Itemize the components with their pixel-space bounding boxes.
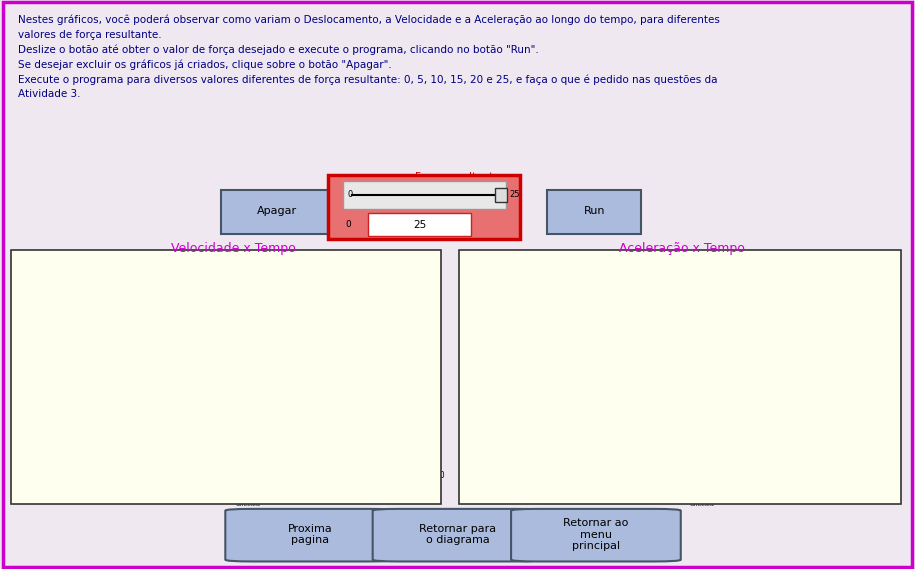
X-axis label: Time
Untitled: Time Untitled <box>683 483 710 496</box>
Text: ●: ● <box>16 475 25 485</box>
Text: 1 -: 1 - <box>653 267 662 274</box>
Text: 2 -: 2 - <box>233 267 242 274</box>
Text: a  ☰  ✦: a ☰ ✦ <box>37 483 72 492</box>
Text: Nestes gráficos, você poderá observar como variam o Deslocamento, a Velocidade e: Nestes gráficos, você poderá observar co… <box>18 15 720 100</box>
FancyBboxPatch shape <box>343 181 506 209</box>
Text: Aceleração:: Aceleração: <box>548 267 591 274</box>
Text: 21:25   seg, 23 de jul de 2007: 21:25 seg, 23 de jul de 2007 <box>703 476 796 481</box>
Text: 3 -: 3 - <box>261 267 270 274</box>
FancyBboxPatch shape <box>495 188 507 202</box>
Text: 0: 0 <box>348 191 353 199</box>
Text: Apagar: Apagar <box>257 205 297 216</box>
Text: Run: Run <box>584 205 605 216</box>
Text: 1.: 1. <box>14 269 20 274</box>
Text: a  ☰  ✦: a ☰ ✦ <box>486 483 522 492</box>
Text: Proxima
pagina: Proxima pagina <box>288 524 332 545</box>
Text: 25: 25 <box>414 220 426 230</box>
Text: 1.: 1. <box>14 455 20 460</box>
FancyBboxPatch shape <box>511 509 681 562</box>
FancyBboxPatch shape <box>328 175 520 239</box>
Text: ?: ? <box>89 486 96 499</box>
Text: ●: ● <box>464 475 473 485</box>
FancyBboxPatch shape <box>547 190 640 234</box>
Text: Aceleração x Tempo: Aceleração x Tempo <box>619 242 745 255</box>
X-axis label: Time
Untitled: Time Untitled <box>234 483 262 496</box>
Text: 1 -: 1 - <box>201 267 210 274</box>
FancyBboxPatch shape <box>225 509 395 562</box>
Text: Page 1: Page 1 <box>464 498 485 503</box>
FancyBboxPatch shape <box>221 190 332 234</box>
Text: 25: 25 <box>510 191 520 199</box>
Text: 2 -: 2 - <box>685 267 694 274</box>
Text: 3 -: 3 - <box>713 267 722 274</box>
Text: 21:25   seg, 23 de jul de 2007: 21:25 seg, 23 de jul de 2007 <box>247 476 341 481</box>
Text: Time
Untitled: Time Untitled <box>235 496 260 506</box>
Text: 1.: 1. <box>462 269 468 274</box>
Text: Força resultante: Força resultante <box>415 172 500 182</box>
Text: 0: 0 <box>345 220 350 229</box>
Text: 5.: 5. <box>14 362 20 366</box>
Text: ?: ? <box>539 486 546 499</box>
Text: Time
Untitled: Time Untitled <box>690 496 715 506</box>
FancyBboxPatch shape <box>372 509 543 562</box>
Text: Retornar ao
menu
principal: Retornar ao menu principal <box>564 518 629 551</box>
FancyBboxPatch shape <box>368 213 471 236</box>
Text: Retornar para
o diagrama: Retornar para o diagrama <box>419 524 496 545</box>
Text: Page 1: Page 1 <box>16 498 37 503</box>
Text: Velocidade x Tempo: Velocidade x Tempo <box>171 242 296 255</box>
Text: 5.: 5. <box>462 362 468 366</box>
Text: 1.: 1. <box>462 455 468 460</box>
Text: Velocidade:: Velocidade: <box>107 267 149 274</box>
